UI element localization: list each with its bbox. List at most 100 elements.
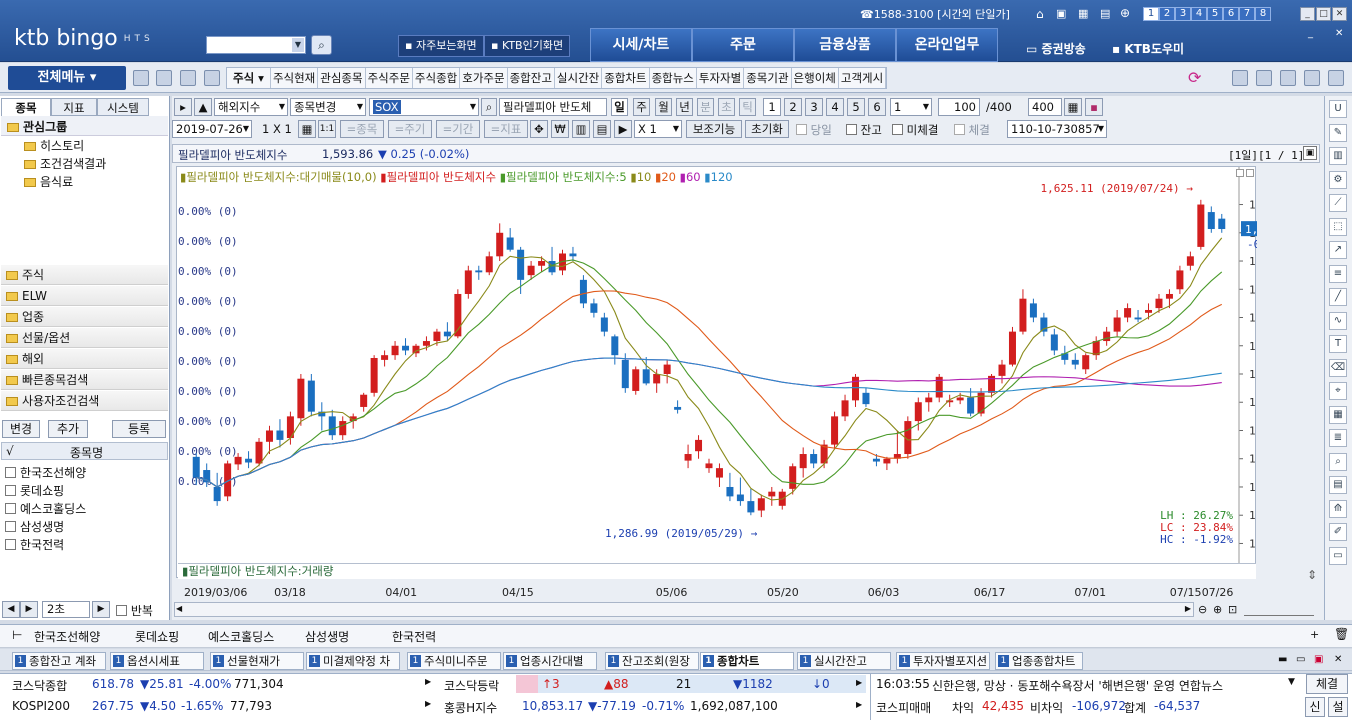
sin-button[interactable]: 신 xyxy=(1305,697,1325,717)
next-icon[interactable]: ▶ xyxy=(20,601,38,618)
maximize-icon[interactable]: □ xyxy=(1316,7,1331,21)
subtab-7[interactable]: 실시간잔 xyxy=(555,68,603,88)
cascade-icon[interactable]: ▤ xyxy=(1100,7,1111,20)
grid-icon[interactable]: ▦ xyxy=(298,120,316,138)
trade-button[interactable]: 체결 xyxy=(1306,674,1348,694)
category-futures[interactable]: 선물/옵션 xyxy=(1,328,168,348)
won-icon[interactable]: ₩ xyxy=(551,120,569,138)
magnet-icon[interactable]: ⌖ xyxy=(1329,382,1347,400)
checkbox[interactable] xyxy=(116,605,127,616)
subtab-3[interactable]: 주식주문 xyxy=(366,68,413,88)
menu-financial[interactable]: 금융상품 xyxy=(794,28,896,62)
eraser-icon[interactable]: ⌫ xyxy=(1329,358,1347,377)
news-dropdown-icon[interactable]: ▼ xyxy=(1288,677,1295,687)
legend-close-icon[interactable] xyxy=(1246,169,1254,177)
checkbox[interactable] xyxy=(954,124,965,135)
calendar-icon[interactable]: ▦ xyxy=(1064,98,1082,116)
print-icon[interactable] xyxy=(1256,70,1272,86)
tab-indicator[interactable]: 지표 xyxy=(51,98,97,116)
num-4[interactable]: 4 xyxy=(826,98,844,116)
watch-item[interactable]: 롯데쇼핑 xyxy=(135,630,180,644)
bars-icon[interactable]: ▥ xyxy=(572,120,590,138)
subtab-6[interactable]: 종합잔고 xyxy=(508,68,555,88)
check-today[interactable]: 당일 xyxy=(796,122,832,138)
num-1[interactable]: 1 xyxy=(763,98,781,116)
num-3[interactable]: 3 xyxy=(805,98,823,116)
plus-circle-icon[interactable]: ⊕ xyxy=(1120,6,1131,20)
home-icon[interactable]: ⌂ xyxy=(1036,7,1044,21)
chart-icon[interactable]: ▲ xyxy=(194,98,212,116)
checkbox[interactable] xyxy=(846,124,857,135)
checkbox[interactable] xyxy=(5,521,16,532)
lock-icon[interactable] xyxy=(1304,70,1320,86)
subtab-8[interactable]: 종합차트 xyxy=(602,68,650,88)
window-tab[interactable]: 1 종합잔고 계좌 xyxy=(12,652,106,670)
category-quick-search[interactable]: 빠른종목검색 xyxy=(1,370,168,390)
window-num-6[interactable]: 6 xyxy=(1223,7,1239,21)
pen-icon[interactable]: ✎ xyxy=(1329,123,1347,142)
scroll-right-icon[interactable]: ▶ xyxy=(1184,604,1191,613)
maximize-chart-icon[interactable]: ▣ xyxy=(1303,146,1317,160)
category-elw[interactable]: ELW xyxy=(1,286,168,306)
category-overseas[interactable]: 해외 xyxy=(1,349,168,369)
count-input[interactable]: 100 xyxy=(938,98,980,116)
broadcast-link[interactable]: ▭ 증권방송 xyxy=(1026,42,1086,56)
window-tab[interactable]: 1 투자자별포지션 xyxy=(896,652,990,670)
close-icon[interactable]: ✕ xyxy=(1332,7,1347,21)
tree-item-food[interactable]: 음식료 xyxy=(24,173,73,191)
subtab-13[interactable]: 고객게시 xyxy=(839,68,887,88)
check-unfilled[interactable]: 미체결 xyxy=(892,122,938,138)
num-2[interactable]: 2 xyxy=(784,98,802,116)
category-stock[interactable]: 주식 xyxy=(1,265,168,285)
pin-icon[interactable]: ⊢ xyxy=(12,628,23,642)
window-tab[interactable]: 1 실시간잔고 xyxy=(797,652,891,670)
checkbox[interactable] xyxy=(5,485,16,496)
num-5[interactable]: 5 xyxy=(847,98,865,116)
code-combo[interactable]: ▼ xyxy=(206,36,306,54)
wave-icon[interactable]: ∿ xyxy=(1329,311,1347,330)
subtab-5[interactable]: 호가주문 xyxy=(460,68,508,88)
restore-all-icon[interactable]: ▭ xyxy=(1296,654,1306,665)
chevron-down-icon[interactable]: ▼ xyxy=(292,38,304,52)
period-day[interactable]: 일 xyxy=(611,98,628,116)
watch-item[interactable]: 삼성생명 xyxy=(305,630,350,644)
sub-function-button[interactable]: 보조기능 xyxy=(686,120,742,138)
window-tab[interactable]: 1 업종시간대별 xyxy=(503,652,597,670)
watch-item[interactable]: 예스코홀딩스 xyxy=(208,630,275,644)
symbol-input[interactable]: SOX ▼ xyxy=(369,98,479,116)
close-all-icon[interactable]: ✕ xyxy=(1334,654,1343,665)
tool-icon-4[interactable] xyxy=(204,70,220,86)
tool-icon-1[interactable] xyxy=(133,70,149,86)
help-link[interactable]: ▪ KTB도우미 xyxy=(1112,42,1185,56)
unit-select[interactable]: 1 ▼ xyxy=(890,98,932,116)
calculator-icon[interactable] xyxy=(1280,70,1296,86)
eq-period-button[interactable]: =주기 xyxy=(388,120,432,138)
window-icon[interactable]: ▭ xyxy=(1329,546,1347,565)
mdi-close-icon[interactable]: ✕ xyxy=(1335,28,1344,39)
subtab-1[interactable]: 주식현재 xyxy=(271,68,319,88)
tree-item-history[interactable]: 히스토리 xyxy=(24,137,84,155)
checkbox[interactable] xyxy=(5,467,16,478)
subtab-2[interactable]: 관심종목 xyxy=(318,68,366,88)
play-icon[interactable]: ▶ xyxy=(92,601,110,618)
watch-item[interactable]: 한국전력 xyxy=(392,630,437,644)
menu-order[interactable]: 주문 xyxy=(692,28,794,62)
ticker-next-icon[interactable]: ▶ xyxy=(856,678,863,687)
legend-btn-icon[interactable] xyxy=(1236,169,1244,177)
window-tab[interactable]: 1 주식미니주문 xyxy=(407,652,501,670)
window-num-1[interactable]: 1 xyxy=(1143,7,1159,21)
subtab-0[interactable]: 주식 ▾ xyxy=(227,68,271,88)
tool-icon-3[interactable] xyxy=(180,70,196,86)
zoom-in-icon[interactable]: ⊕ xyxy=(1213,603,1223,616)
market-select[interactable]: 해외지수 ▼ xyxy=(214,98,288,116)
zoom-icon[interactable]: ▤ xyxy=(593,120,611,138)
watch-item[interactable]: 한국조선해양 xyxy=(34,630,101,644)
list-item[interactable]: 한국조선해양 xyxy=(5,464,86,482)
line-icon[interactable]: ⟋ xyxy=(1329,194,1347,212)
multiplier-select[interactable]: X 1 ▼ xyxy=(634,120,682,138)
scroll-left-icon[interactable]: ◀ xyxy=(176,604,183,613)
register-button[interactable]: 등록 xyxy=(112,420,166,438)
period-minute[interactable]: 분 xyxy=(697,98,714,116)
check-balance[interactable]: 잔고 xyxy=(846,122,882,138)
table-icon[interactable]: ▤ xyxy=(1329,476,1347,494)
